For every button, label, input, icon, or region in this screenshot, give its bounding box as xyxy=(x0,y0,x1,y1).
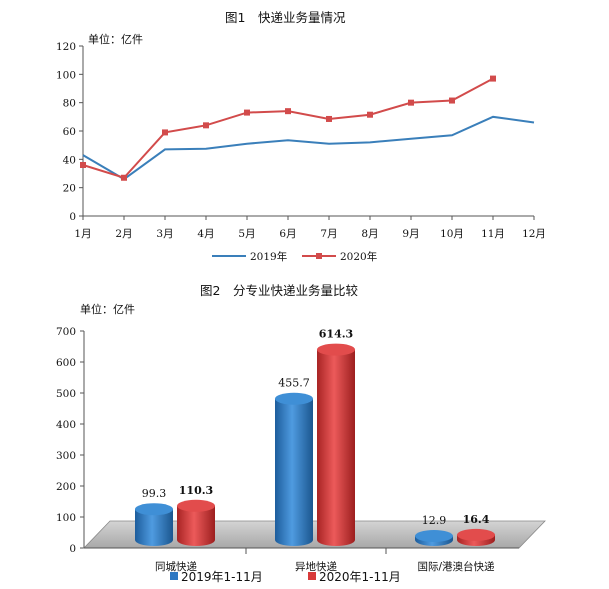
data-point-2020年 xyxy=(490,75,496,82)
chart1-unit-label: 单位：亿件 xyxy=(88,32,143,46)
chart1-xtick-label: 4月 xyxy=(197,228,214,240)
data-point-2020年 xyxy=(162,129,168,136)
chart2-ytick-label: 700 xyxy=(56,326,76,338)
chart2-title: 图2 分专业快递业务量比较 xyxy=(200,283,358,298)
data-point-2020年 xyxy=(449,97,455,104)
chart1-xtick-label: 6月 xyxy=(279,228,296,240)
data-point-2020年 xyxy=(408,99,414,106)
bar-body xyxy=(135,509,173,546)
bar-value-label: 110.3 xyxy=(179,484,213,497)
bar-top xyxy=(135,503,173,516)
chart2-unit-label: 单位：亿件 xyxy=(80,302,135,316)
bar-2020年1-11月-异地快递: 614.3 xyxy=(317,328,355,546)
legend-2020-marker xyxy=(316,253,322,259)
bar-body xyxy=(317,349,355,546)
chart1-ytick-label: 80 xyxy=(63,98,76,110)
bar-top xyxy=(415,530,453,543)
chart1-y-ticks: 0 20 40 60 80 100 120 xyxy=(56,41,83,223)
bar-2020年1-11月-同城快递: 110.3 xyxy=(177,484,215,546)
bar-chart: 图2 分专业快递业务量比较 单位：亿件 0 100 200 300 400 500 600 7… xyxy=(56,283,546,584)
chart2-bars: 99.3 110.3 455.7 614.3 12.9 16.4 xyxy=(135,328,495,546)
chart1-xtick-label: 1月 xyxy=(74,228,91,240)
series-line-2019年 xyxy=(82,115,535,181)
series-line-2020年 xyxy=(82,77,494,179)
chart1-xtick-label: 3月 xyxy=(156,228,173,240)
data-point-2020年 xyxy=(367,111,373,118)
bar-2019年1-11月-异地快递: 455.7 xyxy=(275,377,313,546)
chart2-ytick-label: 400 xyxy=(56,419,76,431)
chart1-xtick-label: 8月 xyxy=(361,228,378,240)
chart2-ytick-label: 100 xyxy=(56,512,76,524)
data-point-2020年 xyxy=(121,174,127,181)
chart1-xtick-label: 10月 xyxy=(440,228,464,240)
chart2-ytick-label: 600 xyxy=(56,357,76,369)
bar-top xyxy=(275,392,313,405)
chart2-ytick-label: 0 xyxy=(69,543,76,555)
chart1-ytick-label: 40 xyxy=(63,154,76,166)
chart1-ytick-label: 100 xyxy=(56,69,76,81)
chart2-category-label: 国际/港澳台快递 xyxy=(417,560,495,573)
chart1-ytick-label: 20 xyxy=(63,183,76,195)
bar-2019年1-11月-国际/港澳台快递: 12.9 xyxy=(415,514,453,546)
chart2-ytick-label: 200 xyxy=(56,481,76,493)
chart2-y-ticks: 0 100 200 300 400 500 600 700 xyxy=(56,326,84,555)
bar-2020年1-11月-国际/港澳台快递: 16.4 xyxy=(457,513,495,546)
chart2-ytick-label: 300 xyxy=(56,450,76,462)
legend-2019-1-11-label: 2019年1-11月 xyxy=(181,570,263,584)
legend-2020-label: 2020年 xyxy=(340,250,377,263)
chart1-xtick-label: 5月 xyxy=(238,228,255,240)
legend-2020-1-11-swatch xyxy=(308,572,316,580)
chart2-category-label: 异地快递 xyxy=(295,560,337,573)
bar-value-label: 12.9 xyxy=(422,514,447,527)
data-point-2020年 xyxy=(326,115,332,122)
chart1-xtick-label: 12月 xyxy=(522,228,546,240)
bar-top xyxy=(177,499,215,512)
bar-value-label: 614.3 xyxy=(319,328,353,341)
bar-body xyxy=(275,398,313,546)
legend-2019-label: 2019年 xyxy=(250,250,287,263)
chart1-ytick-label: 0 xyxy=(69,211,76,223)
chart1-xtick-label: 7月 xyxy=(320,228,337,240)
line-chart: 图1 快递业务量情况 单位：亿件 0 20 40 60 80 100 120 1月 2月 3月 4… xyxy=(56,10,546,263)
chart1-ytick-label: 60 xyxy=(63,126,76,138)
data-point-2020年 xyxy=(244,109,250,116)
bar-value-label: 455.7 xyxy=(278,377,310,390)
chart2-categories: 同城快递 异地快递 国际/港澳台快递 xyxy=(155,548,495,573)
chart1-xtick-label: 9月 xyxy=(402,228,419,240)
chart1-xtick-label: 2月 xyxy=(115,228,132,240)
chart1-series xyxy=(80,75,535,181)
bar-value-label: 99.3 xyxy=(142,487,167,500)
bar-body xyxy=(177,505,215,546)
data-point-2020年 xyxy=(80,162,86,168)
bar-top xyxy=(317,343,355,356)
chart1-x-ticks: 1月 2月 3月 4月 5月 6月 7月 8月 9月 10月 11月 12月 xyxy=(74,216,546,240)
chart1-legend: 2019年 2020年 xyxy=(212,250,377,263)
chart2-legend: 2019年1-11月 2020年1-11月 xyxy=(170,570,401,584)
bar-top xyxy=(457,528,495,541)
chart2-category-label: 同城快递 xyxy=(155,560,197,573)
chart1-title: 图1 快递业务量情况 xyxy=(225,10,346,25)
chart1-ytick-label: 120 xyxy=(56,41,76,53)
chart1-xtick-label: 11月 xyxy=(481,228,505,240)
bar-value-label: 16.4 xyxy=(463,513,490,526)
legend-2019-1-11-swatch xyxy=(170,572,178,580)
bar-2019年1-11月-同城快递: 99.3 xyxy=(135,487,173,546)
legend-2020-1-11-label: 2020年1-11月 xyxy=(319,570,401,584)
data-point-2020年 xyxy=(203,122,209,129)
chart2-ytick-label: 500 xyxy=(56,388,76,400)
data-point-2020年 xyxy=(285,108,291,115)
